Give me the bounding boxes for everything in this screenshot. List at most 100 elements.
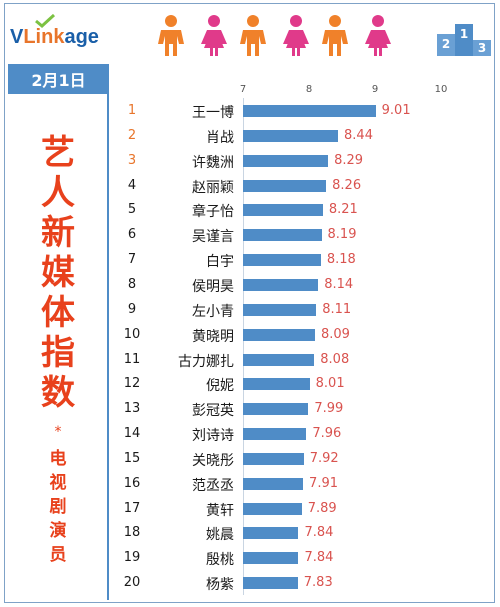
data-label: 7.83 <box>303 575 333 591</box>
bar <box>243 105 376 117</box>
bar <box>243 204 323 217</box>
category-label: 姚晨 <box>206 527 234 544</box>
category-label: 刘诗诗 <box>192 428 234 445</box>
category-label: 关晓彤 <box>192 452 234 469</box>
axis-baseline <box>243 98 244 595</box>
data-label: 7.84 <box>304 525 334 541</box>
chart-frame <box>4 3 495 603</box>
category-label: 殷桃 <box>206 552 234 569</box>
data-label: 8.19 <box>327 227 357 243</box>
data-label: 8.14 <box>324 276 354 292</box>
rank-number: 16 <box>123 475 141 491</box>
subtitle-char: 剧 <box>49 497 67 517</box>
data-label: 7.84 <box>304 550 334 566</box>
rank-number: 2 <box>127 127 137 143</box>
subtitle-char: 视 <box>49 473 67 493</box>
bar <box>243 527 299 540</box>
data-label: 8.18 <box>326 252 356 268</box>
data-label: 8.08 <box>320 351 350 367</box>
data-label: 8.26 <box>332 177 362 193</box>
subtitle-char: 员 <box>49 545 67 565</box>
bar <box>243 403 309 416</box>
man-icon <box>240 15 266 56</box>
bar <box>243 179 327 192</box>
rank-number: 9 <box>127 301 137 317</box>
category-label: 彭冠英 <box>192 403 234 420</box>
rank-number: 3 <box>127 152 137 168</box>
brand-link: Link <box>23 26 65 48</box>
category-label: 倪妮 <box>206 378 234 395</box>
category-label: 古力娜扎 <box>178 353 234 370</box>
data-label: 7.89 <box>307 500 337 516</box>
x-tick-label: 9 <box>371 84 379 95</box>
title-char: 体 <box>41 293 75 333</box>
category-label: 侯明昊 <box>192 278 234 295</box>
rank-number: 20 <box>123 575 141 591</box>
bar <box>243 278 319 291</box>
rank-number: 14 <box>123 426 141 442</box>
svg-text:3: 3 <box>478 41 486 55</box>
title-char: 艺 <box>41 133 75 173</box>
title-char: 数 <box>41 373 75 413</box>
data-label: 8.11 <box>322 301 352 317</box>
data-label: 8.09 <box>320 326 350 342</box>
bar <box>243 452 304 465</box>
data-label: 7.99 <box>314 401 344 417</box>
subtitle-char: 演 <box>49 521 67 541</box>
data-label: 9.01 <box>381 103 411 118</box>
x-tick-label: 10 <box>434 84 448 95</box>
title-panel: 艺 人 新 媒 体 指 数 * 电 视 剧 演 员 <box>8 94 109 600</box>
category-label: 王一博 <box>192 105 234 121</box>
rank-number: 6 <box>127 227 137 243</box>
brand-age: age <box>64 26 99 48</box>
bar <box>243 229 322 242</box>
note-mark: * <box>54 424 62 440</box>
data-label: 7.92 <box>309 450 339 466</box>
category-label: 黄晓明 <box>192 328 234 345</box>
bar <box>243 154 329 167</box>
subtitle-char: 电 <box>49 449 67 469</box>
woman-icon <box>201 15 227 56</box>
bar <box>243 477 304 490</box>
data-label: 8.44 <box>344 127 373 143</box>
category-label: 赵丽颖 <box>192 179 234 196</box>
rank-number: 7 <box>127 252 137 268</box>
category-label: 黄轩 <box>206 502 234 519</box>
rank-number: 17 <box>123 500 141 516</box>
category-label: 左小青 <box>192 303 234 320</box>
bar <box>243 502 302 515</box>
date-tab: 2月1日 <box>8 64 109 94</box>
category-label: 白宇 <box>206 254 234 271</box>
rank-number: 13 <box>123 401 141 417</box>
data-label: 7.96 <box>312 426 342 442</box>
bar <box>243 552 299 565</box>
rank-number: 11 <box>123 351 141 367</box>
rank-number: 12 <box>123 376 141 392</box>
rank-number: 1 <box>127 103 137 118</box>
bar <box>243 428 307 441</box>
man-icon <box>322 15 348 56</box>
category-label: 许魏洲 <box>192 154 234 171</box>
title-char: 人 <box>41 173 75 213</box>
rank-number: 8 <box>127 276 137 292</box>
category-label: 范丞丞 <box>192 477 234 494</box>
svg-text:2: 2 <box>442 37 450 51</box>
category-label: 杨紫 <box>206 577 234 594</box>
brand-logo: VLinkage <box>10 26 99 49</box>
svg-text:1: 1 <box>460 27 468 41</box>
bar <box>243 353 315 366</box>
rank-number: 19 <box>123 550 141 566</box>
bar <box>243 254 321 267</box>
x-tick-label: 8 <box>305 84 313 95</box>
bar <box>243 129 339 142</box>
x-tick-label: 7 <box>239 84 247 95</box>
bar <box>243 577 298 590</box>
title-char: 指 <box>41 333 75 373</box>
bar <box>243 328 315 341</box>
category-label: 吴谨言 <box>192 229 234 246</box>
podium-icon: 1 2 3 <box>437 24 491 56</box>
rank-number: 10 <box>123 326 141 342</box>
brand-v: V <box>10 26 24 48</box>
data-label: 8.21 <box>328 202 358 218</box>
data-label: 7.91 <box>309 475 338 491</box>
